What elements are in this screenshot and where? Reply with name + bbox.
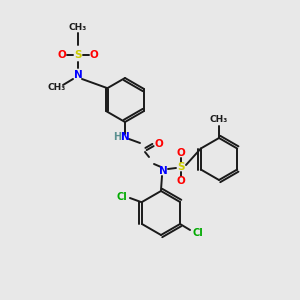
Text: H: H <box>113 132 121 142</box>
Text: CH₃: CH₃ <box>69 23 87 32</box>
Text: Cl: Cl <box>117 192 127 202</box>
Text: N: N <box>159 166 167 176</box>
Text: CH₃: CH₃ <box>210 116 228 124</box>
Text: O: O <box>177 176 185 186</box>
Text: N: N <box>74 70 82 80</box>
Text: O: O <box>58 50 66 60</box>
Text: S: S <box>74 50 82 60</box>
Text: O: O <box>177 148 185 158</box>
Text: S: S <box>177 162 185 172</box>
Text: N: N <box>121 132 129 142</box>
Text: CH₃: CH₃ <box>48 83 66 92</box>
Text: O: O <box>154 139 164 149</box>
Text: Cl: Cl <box>193 228 203 238</box>
Text: O: O <box>90 50 98 60</box>
